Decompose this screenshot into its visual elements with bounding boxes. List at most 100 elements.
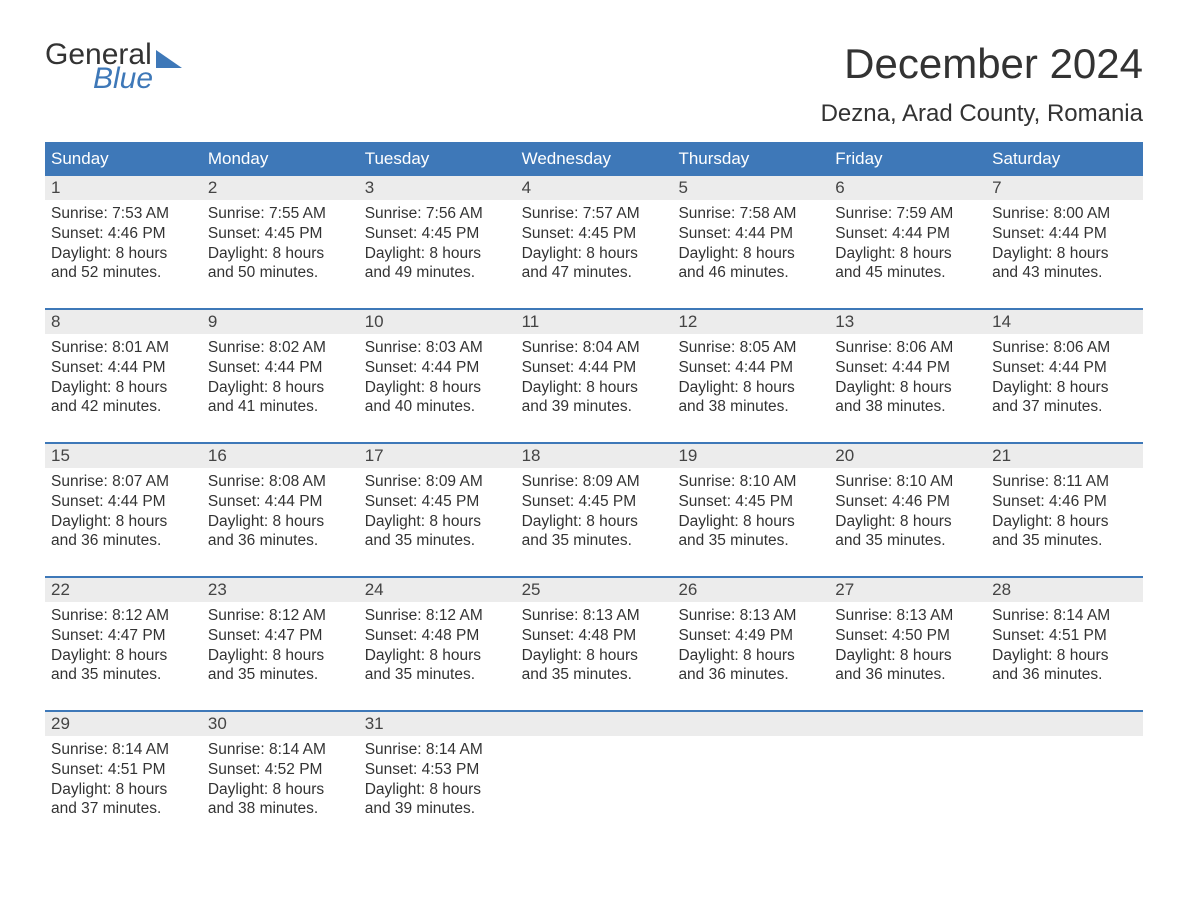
day-line: Daylight: 8 hours [835, 512, 980, 532]
day-line: Daylight: 8 hours [992, 244, 1137, 264]
day-line: and 35 minutes. [365, 531, 510, 551]
day-line: Sunrise: 8:06 AM [992, 338, 1137, 358]
day-number: 3 [359, 176, 516, 200]
day-cell: 17Sunrise: 8:09 AMSunset: 4:45 PMDayligh… [359, 444, 516, 576]
day-line: Daylight: 8 hours [51, 378, 196, 398]
day-line: and 45 minutes. [835, 263, 980, 283]
day-body: Sunrise: 8:14 AMSunset: 4:51 PMDaylight:… [986, 602, 1143, 693]
day-number: 29 [45, 712, 202, 736]
day-line: Daylight: 8 hours [51, 646, 196, 666]
day-body: Sunrise: 8:10 AMSunset: 4:46 PMDaylight:… [829, 468, 986, 559]
day-line: Daylight: 8 hours [522, 646, 667, 666]
day-body: Sunrise: 8:13 AMSunset: 4:49 PMDaylight:… [672, 602, 829, 693]
day-line: and 43 minutes. [992, 263, 1137, 283]
day-line: Daylight: 8 hours [51, 780, 196, 800]
day-cell: 14Sunrise: 8:06 AMSunset: 4:44 PMDayligh… [986, 310, 1143, 442]
day-line: and 36 minutes. [835, 665, 980, 685]
day-number: 14 [986, 310, 1143, 334]
day-number: 1 [45, 176, 202, 200]
calendar-week: 15Sunrise: 8:07 AMSunset: 4:44 PMDayligh… [45, 442, 1143, 576]
calendar-week: 29Sunrise: 8:14 AMSunset: 4:51 PMDayligh… [45, 710, 1143, 844]
weekday-header: Saturday [986, 142, 1143, 176]
day-line: Sunset: 4:51 PM [51, 760, 196, 780]
day-line: and 35 minutes. [678, 531, 823, 551]
day-body: Sunrise: 7:59 AMSunset: 4:44 PMDaylight:… [829, 200, 986, 291]
day-line: Sunset: 4:52 PM [208, 760, 353, 780]
day-body: Sunrise: 8:06 AMSunset: 4:44 PMDaylight:… [986, 334, 1143, 425]
day-line: Sunset: 4:47 PM [208, 626, 353, 646]
day-line: Sunset: 4:44 PM [835, 224, 980, 244]
day-body: Sunrise: 8:14 AMSunset: 4:52 PMDaylight:… [202, 736, 359, 827]
day-body: Sunrise: 8:09 AMSunset: 4:45 PMDaylight:… [359, 468, 516, 559]
location-text: Dezna, Arad County, Romania [821, 100, 1143, 128]
day-number: 25 [516, 578, 673, 602]
day-cell: 3Sunrise: 7:56 AMSunset: 4:45 PMDaylight… [359, 176, 516, 308]
day-line: and 50 minutes. [208, 263, 353, 283]
day-line: Sunrise: 8:12 AM [51, 606, 196, 626]
day-line: Daylight: 8 hours [992, 512, 1137, 532]
day-cell: 9Sunrise: 8:02 AMSunset: 4:44 PMDaylight… [202, 310, 359, 442]
day-cell: 28Sunrise: 8:14 AMSunset: 4:51 PMDayligh… [986, 578, 1143, 710]
day-line: and 39 minutes. [365, 799, 510, 819]
weekday-header: Tuesday [359, 142, 516, 176]
day-number: 13 [829, 310, 986, 334]
day-body: Sunrise: 7:53 AMSunset: 4:46 PMDaylight:… [45, 200, 202, 291]
day-line: and 36 minutes. [51, 531, 196, 551]
day-cell: 30Sunrise: 8:14 AMSunset: 4:52 PMDayligh… [202, 712, 359, 844]
day-number: 17 [359, 444, 516, 468]
day-line: Sunset: 4:45 PM [678, 492, 823, 512]
day-number: 4 [516, 176, 673, 200]
day-line: Sunrise: 8:02 AM [208, 338, 353, 358]
day-body: Sunrise: 8:01 AMSunset: 4:44 PMDaylight:… [45, 334, 202, 425]
day-line: and 35 minutes. [365, 665, 510, 685]
day-number: 20 [829, 444, 986, 468]
day-line: Daylight: 8 hours [835, 378, 980, 398]
day-number: 24 [359, 578, 516, 602]
day-cell: 7Sunrise: 8:00 AMSunset: 4:44 PMDaylight… [986, 176, 1143, 308]
day-number: 8 [45, 310, 202, 334]
day-line: Sunrise: 8:11 AM [992, 472, 1137, 492]
weekday-header-row: Sunday Monday Tuesday Wednesday Thursday… [45, 142, 1143, 176]
day-cell: 23Sunrise: 8:12 AMSunset: 4:47 PMDayligh… [202, 578, 359, 710]
day-line: Daylight: 8 hours [365, 378, 510, 398]
day-body: Sunrise: 8:13 AMSunset: 4:50 PMDaylight:… [829, 602, 986, 693]
day-line: Sunset: 4:44 PM [992, 358, 1137, 378]
day-number: 21 [986, 444, 1143, 468]
day-line: Sunrise: 8:14 AM [992, 606, 1137, 626]
day-line: Sunset: 4:47 PM [51, 626, 196, 646]
day-line: Daylight: 8 hours [365, 780, 510, 800]
day-cell: . [672, 712, 829, 844]
day-cell: 22Sunrise: 8:12 AMSunset: 4:47 PMDayligh… [45, 578, 202, 710]
day-cell: 10Sunrise: 8:03 AMSunset: 4:44 PMDayligh… [359, 310, 516, 442]
day-body: Sunrise: 8:05 AMSunset: 4:44 PMDaylight:… [672, 334, 829, 425]
day-line: Daylight: 8 hours [522, 378, 667, 398]
weekday-header: Thursday [672, 142, 829, 176]
day-number: 18 [516, 444, 673, 468]
day-line: Sunrise: 7:56 AM [365, 204, 510, 224]
day-body: Sunrise: 7:55 AMSunset: 4:45 PMDaylight:… [202, 200, 359, 291]
day-number: 7 [986, 176, 1143, 200]
day-line: and 40 minutes. [365, 397, 510, 417]
day-line: Sunset: 4:44 PM [208, 358, 353, 378]
weekday-header: Wednesday [516, 142, 673, 176]
day-line: Sunrise: 8:05 AM [678, 338, 823, 358]
title-block: December 2024 Dezna, Arad County, Romani… [821, 40, 1143, 128]
day-line: Daylight: 8 hours [365, 512, 510, 532]
day-line: Daylight: 8 hours [365, 244, 510, 264]
day-line: and 42 minutes. [51, 397, 196, 417]
day-cell: 24Sunrise: 8:12 AMSunset: 4:48 PMDayligh… [359, 578, 516, 710]
day-cell: 26Sunrise: 8:13 AMSunset: 4:49 PMDayligh… [672, 578, 829, 710]
day-cell: 20Sunrise: 8:10 AMSunset: 4:46 PMDayligh… [829, 444, 986, 576]
day-body: Sunrise: 8:04 AMSunset: 4:44 PMDaylight:… [516, 334, 673, 425]
day-cell: 5Sunrise: 7:58 AMSunset: 4:44 PMDaylight… [672, 176, 829, 308]
day-line: Sunset: 4:44 PM [678, 224, 823, 244]
day-line: Sunset: 4:46 PM [51, 224, 196, 244]
day-line: Sunset: 4:45 PM [522, 492, 667, 512]
day-line: Sunset: 4:44 PM [992, 224, 1137, 244]
day-line: and 38 minutes. [835, 397, 980, 417]
day-line: Daylight: 8 hours [208, 646, 353, 666]
day-line: Daylight: 8 hours [208, 512, 353, 532]
day-line: Daylight: 8 hours [835, 646, 980, 666]
day-number: 9 [202, 310, 359, 334]
day-number: . [986, 712, 1143, 736]
